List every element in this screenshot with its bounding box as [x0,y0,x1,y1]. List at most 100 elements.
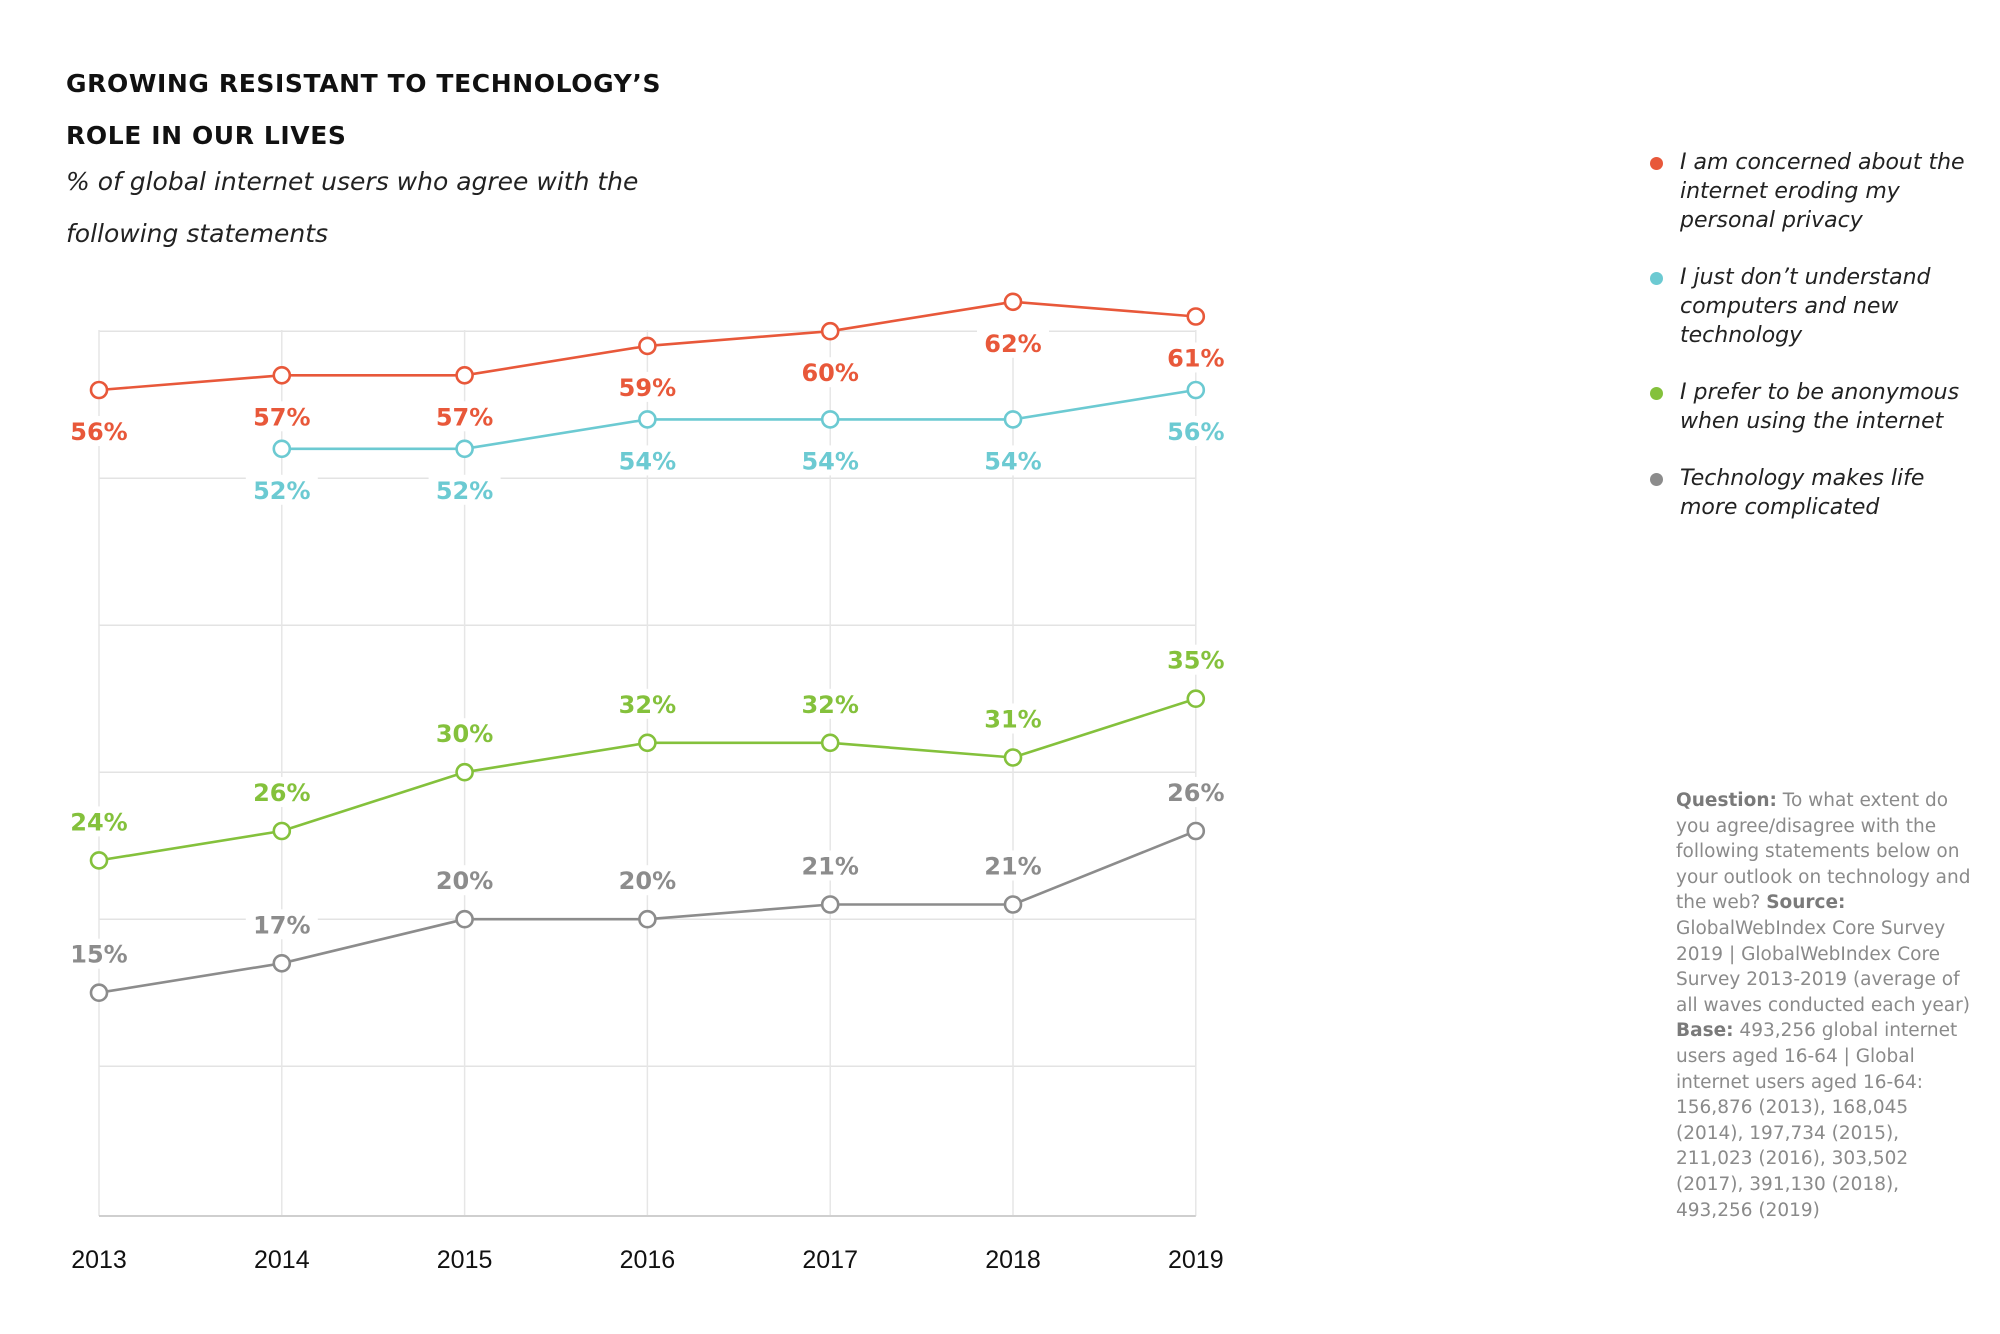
source-text: GlobalWebIndex Core Survey 2019 | Global… [1676,917,1970,1016]
data-point-s4-2017 [820,895,840,914]
legend-item-2: I just don’t understand computers and ne… [1650,263,1980,350]
data-label-s3-2019: 35% [1167,647,1224,675]
data-label-bg-s2-2016 [611,445,684,476]
data-point-s1-2016 [638,336,657,356]
legend-label: Technology makes life more complicated [1680,466,1925,520]
legend-label: I am concerned about the internet erodin… [1680,150,1965,233]
data-point-s3-2018 [1003,748,1023,767]
data-label-bg-s3-2019 [1159,644,1232,675]
legend-dot-icon [1650,473,1663,486]
data-point-s4-2013 [89,983,109,1003]
data-label-bg-s1-2019 [1159,342,1232,373]
chart-title: GROWING RESISTANT TO TECHNOLOGY’S ROLE I… [66,58,866,162]
data-point-s2-2018 [1003,410,1023,429]
data-label-bg-s4-2019 [1159,777,1232,807]
data-point-s3-2016 [638,733,657,753]
x-tick-label-2015: 2015 [437,1246,493,1274]
data-label-bg-s3-2015 [428,718,501,749]
data-label-bg-s3-2016 [611,688,684,719]
data-label-bg-s2-2018 [977,445,1049,476]
data-label-s1-2018: 62% [984,330,1041,358]
data-label-bg-s3-2014 [245,777,318,807]
data-label-s4-2019: 26% [1167,779,1224,807]
data-label-bg-s1-2013 [63,416,135,446]
data-point-s4-2014 [272,953,292,973]
data-label-s3-2018: 31% [984,706,1041,734]
data-label-s3-2015: 30% [436,720,493,748]
data-label-s4-2013: 15% [70,941,127,969]
data-label-bg-s3-2017 [794,688,867,719]
data-point-s3-2013 [89,851,109,870]
data-label-bg-s1-2017 [794,357,867,388]
data-label-bg-s4-2015 [428,865,501,896]
data-label-bg-s4-2014 [245,909,318,940]
data-point-s1-2015 [455,365,474,385]
data-label-s1-2019: 61% [1167,345,1224,373]
data-label-bg-s2-2019 [1159,416,1232,446]
legend-item-1: I am concerned about the internet erodin… [1650,148,1980,235]
x-tick-label-2014: 2014 [254,1246,310,1274]
data-point-s1-2018 [1003,292,1023,312]
data-point-s1-2014 [272,365,292,385]
legend-item-3: I prefer to be anonymous when using the … [1650,378,1980,436]
legend-item-4: Technology makes life more complicated [1650,464,1980,522]
data-label-s4-2015: 20% [436,867,493,895]
data-point-s2-2015 [455,439,474,459]
chart-subtitle-line-1: % of global internet users who agree wit… [66,167,639,196]
data-label-bg-s2-2017 [794,445,867,476]
data-label-s2-2014: 52% [253,477,310,505]
data-point-s3-2014 [272,821,292,841]
data-label-s4-2014: 17% [253,911,310,939]
legend-label: I just don’t understand computers and ne… [1680,265,1931,348]
chart-title-line-2: ROLE IN OUR LIVES [66,121,347,150]
legend-dot-icon [1650,387,1663,400]
x-tick-label-2013: 2013 [71,1246,127,1274]
legend-label: I prefer to be anonymous when using the … [1680,380,1960,434]
data-point-s2-2016 [638,410,657,429]
data-label-s1-2015: 57% [436,403,493,431]
data-label-s3-2014: 26% [253,779,310,807]
data-label-s1-2016: 59% [619,374,676,402]
data-label-bg-s4-2017 [794,850,867,881]
data-point-s4-2015 [455,909,474,929]
question-text: To what extent do you agree/disagree wit… [1676,790,1971,914]
data-label-s3-2013: 24% [70,808,127,836]
data-label-s1-2013: 56% [70,418,127,446]
data-point-s2-2014 [272,439,292,459]
legend-dot-icon [1650,157,1663,170]
x-tick-label-2019: 2019 [1168,1246,1224,1274]
data-label-bg-s1-2014 [245,401,318,432]
data-label-s2-2019: 56% [1167,418,1224,446]
data-label-bg-s4-2016 [611,865,684,896]
legend: I am concerned about the internet erodin… [1650,148,1980,550]
data-label-bg-s2-2014 [245,474,318,505]
data-label-s2-2018: 54% [984,447,1041,475]
legend-dot-icon [1650,272,1663,285]
x-tick-label-2016: 2016 [620,1246,676,1274]
data-label-s1-2014: 57% [253,403,310,431]
data-label-bg-s1-2018 [977,327,1049,358]
data-point-s2-2019 [1186,380,1206,400]
data-label-bg-s3-2013 [63,806,135,837]
data-label-bg-s4-2013 [63,938,135,969]
data-point-s3-2015 [455,762,474,782]
chart-subtitle-line-2: following statements [66,219,329,248]
data-label-s2-2017: 54% [801,447,858,475]
data-label-s1-2017: 60% [801,359,858,387]
data-label-s4-2018: 21% [984,853,1041,881]
chart-subtitle: % of global internet users who agree wit… [66,156,826,260]
data-label-s4-2016: 20% [619,867,676,895]
data-label-s2-2016: 54% [619,447,676,475]
source-note: Question: To what extent do you agree/di… [1676,788,1976,1223]
data-label-bg-s1-2016 [611,371,684,402]
data-label-s3-2017: 32% [801,691,858,719]
question-label: Question: [1676,790,1777,811]
data-label-s4-2017: 21% [801,853,858,881]
data-point-s3-2017 [820,733,840,753]
data-point-s4-2016 [638,909,657,929]
base-text: 493,256 global internet users aged 16-64… [1676,1020,1958,1221]
x-tick-label-2018: 2018 [985,1246,1041,1274]
data-point-s2-2017 [820,410,840,429]
series-line-2 [281,388,1197,451]
